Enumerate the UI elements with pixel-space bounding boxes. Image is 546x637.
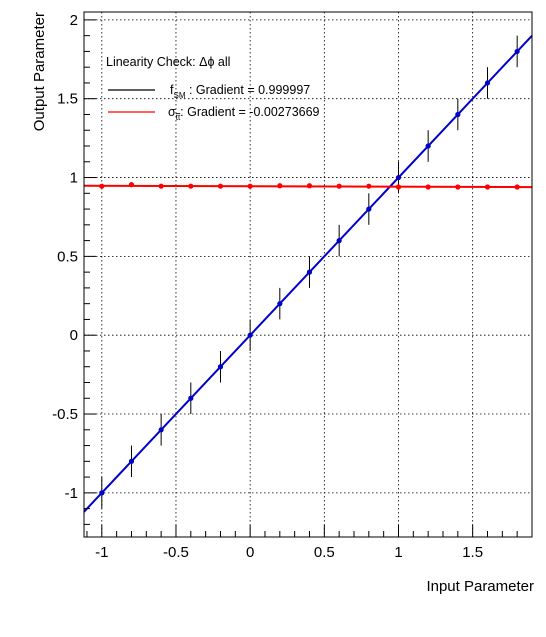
- legend-sub-tt: tt: [176, 113, 181, 122]
- data-point-0: [217, 364, 224, 370]
- data-point-1: [455, 184, 461, 190]
- y-tick-label: 2: [70, 12, 78, 29]
- x-tick-label: 0.5: [314, 544, 335, 561]
- data-point-1: [425, 184, 431, 190]
- data-point-1: [158, 183, 164, 189]
- x-tick-label: 1.5: [462, 544, 483, 561]
- legend-symbol-sm: f: [170, 83, 174, 97]
- y-axis-label: Output Parameter: [31, 12, 48, 131]
- data-points: [99, 35, 520, 509]
- legend-text-tt: : Gradient = -0.00273669: [180, 105, 319, 119]
- data-point-1: [366, 183, 372, 189]
- data-point-0: [128, 458, 135, 464]
- data-point-0: [455, 111, 461, 118]
- x-tick-label: -0.5: [163, 544, 189, 561]
- data-point-1: [395, 184, 402, 190]
- legend: Linearity Check: Δϕ all fSM : Gradient =…: [106, 55, 320, 122]
- axis-ticks: [84, 19, 533, 537]
- data-point-1: [514, 184, 520, 190]
- y-tick-labels: -1 -0.5 0 0.5 1 1.5 2: [52, 12, 78, 502]
- legend-symbol-tt: σ: [168, 105, 176, 119]
- legend-sub-sm: SM: [173, 91, 185, 100]
- grid-lines: [84, 12, 532, 537]
- data-point-0: [277, 301, 283, 307]
- legend-label-tt: σtt: Gradient = -0.00273669: [168, 105, 320, 122]
- data-point-0: [514, 48, 520, 55]
- data-point-0: [99, 490, 105, 496]
- y-tick-label: 0: [70, 327, 78, 344]
- data-point-0: [188, 395, 194, 401]
- data-point-0: [395, 174, 402, 181]
- x-tick-label: -1: [95, 544, 108, 561]
- data-point-0: [306, 269, 313, 275]
- x-tick-label: 0: [246, 544, 254, 561]
- x-tick-labels: -1 -0.5 0 0.5 1 1.5: [95, 544, 483, 561]
- data-point-0: [158, 427, 164, 433]
- legend-title: Linearity Check: Δϕ all: [106, 55, 230, 69]
- data-point-1: [217, 183, 224, 189]
- data-point-1: [128, 182, 135, 188]
- data-point-1: [99, 183, 105, 189]
- data-point-0: [484, 80, 491, 86]
- data-point-1: [277, 183, 283, 189]
- x-axis-label: Input Parameter: [426, 578, 534, 595]
- y-tick-label: 1: [70, 170, 78, 187]
- data-point-0: [425, 143, 431, 149]
- legend-label-sm: fSM : Gradient = 0.999997: [170, 83, 310, 100]
- data-point-1: [188, 183, 194, 189]
- data-point-0: [366, 206, 372, 212]
- data-point-1: [306, 183, 313, 189]
- legend-text-sm: : Gradient = 0.999997: [185, 83, 310, 97]
- data-point-1: [484, 184, 491, 190]
- y-tick-label: -1: [65, 485, 78, 502]
- x-tick-label: 1: [394, 544, 402, 561]
- y-tick-label: -0.5: [52, 406, 78, 423]
- plot-frame: [83, 11, 533, 538]
- y-tick-label: 1.5: [57, 91, 78, 108]
- data-point-0: [336, 238, 342, 244]
- y-tick-label: 0.5: [57, 248, 78, 265]
- data-point-0: [247, 332, 253, 338]
- data-point-1: [247, 183, 253, 189]
- data-point-1: [336, 183, 342, 189]
